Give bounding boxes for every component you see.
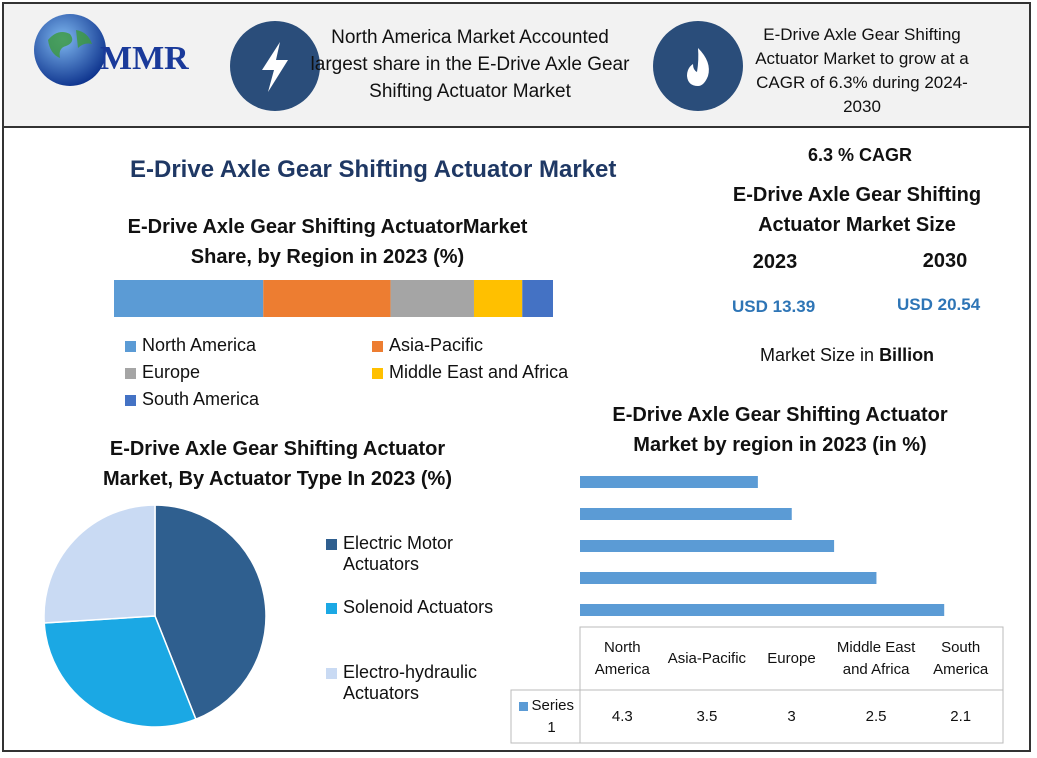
legend-item: Solenoid Actuators [326,597,506,618]
unit-note-text: Market Size in [760,345,875,365]
legend-item: Asia-Pacific [372,335,612,356]
table-value: 2.1 [950,707,972,725]
unit-note: Market Size in Billion [760,345,934,366]
pie-slice [43,504,156,624]
bar-segment [390,280,474,317]
legend-item: Europe [125,362,365,383]
series-name: Series 1 [531,697,575,736]
card-text: E-Drive Axle Gear Shifting Actuator Mark… [755,25,969,116]
table-header: Europe [767,649,816,667]
table-header: Asia-Pacific [667,649,747,667]
series-label: Series 1 [514,694,576,740]
legend-swatch [326,539,337,550]
size-value: USD 13.39 [732,297,816,316]
chart-title: E-Drive Axle Gear Shifting Actuator Mark… [103,438,452,490]
legend-label: Middle East and Africa [389,362,569,382]
table-header: South America [933,638,989,678]
legend-swatch [125,341,136,352]
main-title: E-Drive Axle Gear Shifting Actuator Mark… [130,156,617,183]
chart-title: E-Drive Axle Gear Shifting ActuatorMarke… [127,216,528,268]
table-value: 2.5 [865,707,887,725]
pie-slice [154,504,267,721]
card-text: North America Market Accounted largest s… [310,27,630,102]
table-value: 4.3 [611,707,633,725]
bar [580,572,877,584]
bar-segment [114,280,264,317]
legend-item: South America [125,389,365,410]
legend-swatch [372,341,383,352]
bar-segment [263,280,391,317]
year: 2023 [752,251,798,273]
legend-label: Europe [142,362,201,382]
table-row-border [510,689,1004,744]
table-value: 3 [787,707,796,725]
logo-land [48,30,92,58]
legend-label: Electric Motor Actuators [343,533,454,574]
bar [580,476,758,488]
legend-swatch [125,368,136,379]
year: 2030 [922,250,968,272]
table-value: 3.5 [696,707,718,725]
legend-label: Asia-Pacific [389,335,484,355]
pie-slice [43,615,197,728]
bar [580,508,792,520]
table-header: North America [594,638,650,678]
legend-swatch [125,395,136,406]
chart-title: E-Drive Axle Gear Shifting Actuator Mark… [612,404,948,456]
flame-icon [687,48,709,86]
legend-swatch [372,368,383,379]
logo-text: MMR [100,40,189,77]
logo-globe [34,14,106,86]
bar-segment [522,280,553,317]
legend-item: Middle East and Africa [372,362,612,383]
table-header: Middle East and Africa [836,638,916,678]
legend-label: Electro-hydraulic Actuators [343,662,478,703]
legend-label: South America [142,389,260,409]
legend-item: North America [125,335,365,356]
legend-label: North America [142,335,257,355]
bolt-icon [262,42,288,92]
cagr: 6.3 % CAGR [807,145,913,165]
unit: Billion [879,345,935,365]
bar [580,604,945,616]
legend-swatch [518,702,528,711]
size-value: USD 20.54 [897,295,981,314]
bar [580,540,835,552]
header-bar [4,4,1029,128]
legend-label: Solenoid Actuators [343,597,494,617]
legend-item: Electro-hydraulic Actuators [326,662,506,704]
size-title: E-Drive Axle Gear Shifting Actuator Mark… [732,184,982,236]
legend-swatch [326,668,337,679]
legend-item: Electric Motor Actuators [326,533,506,575]
legend-swatch [326,603,337,614]
bar-segment [473,280,523,317]
